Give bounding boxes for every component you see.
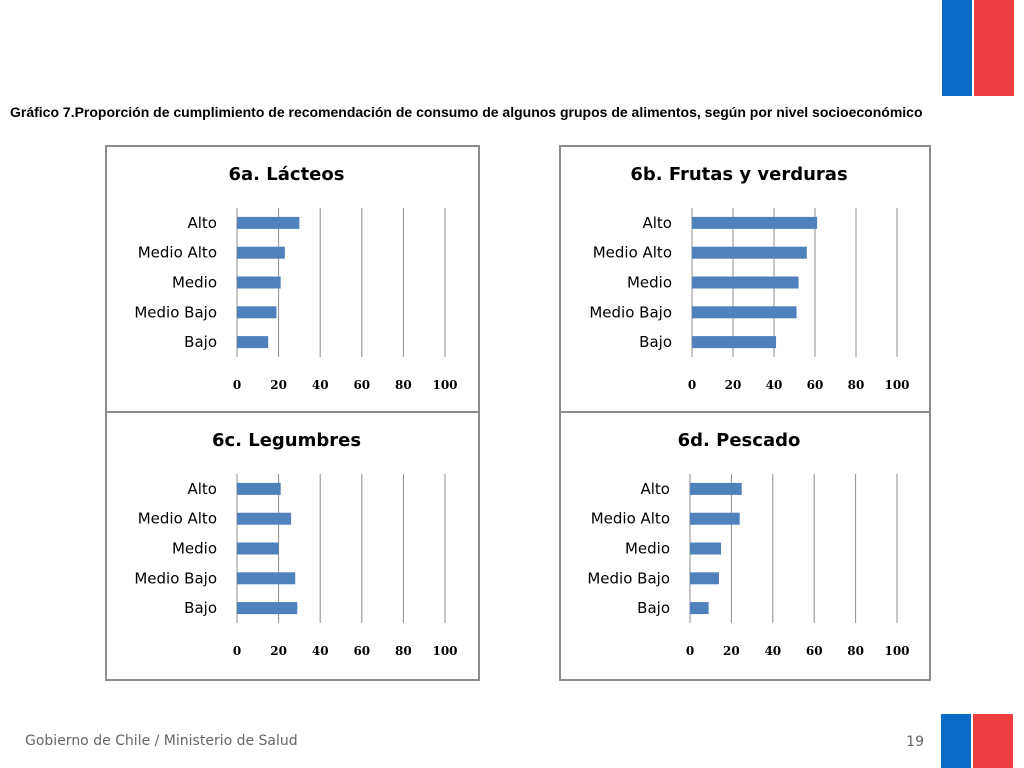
bar xyxy=(692,216,818,229)
bar xyxy=(237,246,285,259)
x-tick-label: 0 xyxy=(686,644,694,658)
chart-panel-4: 6d. Pescado 0 20 40 60 80 100 Alto Medio Alto Med… xyxy=(559,411,931,681)
bar xyxy=(237,602,298,615)
chart-title: 6a. Lácteos xyxy=(229,164,345,185)
x-tick-label: 40 xyxy=(312,378,329,392)
x-tick-label: 60 xyxy=(807,378,824,392)
bar xyxy=(237,306,277,319)
chile-flag-logo-top xyxy=(942,0,1014,96)
x-tick-label: 40 xyxy=(764,644,781,658)
x-tick-label: 0 xyxy=(688,378,696,392)
chart-panel-2: 6b. Frutas y verduras 0 20 40 60 80 100 Alto Med… xyxy=(559,145,931,413)
bar xyxy=(690,542,722,555)
category-label: Alto xyxy=(188,214,218,232)
x-tick-label: 100 xyxy=(432,644,457,658)
chart-frame xyxy=(105,145,480,413)
category-label: Medio Bajo xyxy=(587,569,670,587)
bar xyxy=(237,336,269,349)
x-tick-label: 40 xyxy=(312,644,329,658)
x-tick-label: 60 xyxy=(806,644,823,658)
bar xyxy=(237,482,281,495)
footer-text: Gobierno de Chile / Ministerio de Salud xyxy=(25,733,298,749)
category-label: Medio Alto xyxy=(138,510,217,528)
x-tick-label: 20 xyxy=(723,644,740,658)
x-tick-label: 80 xyxy=(848,378,865,392)
bar xyxy=(237,276,281,289)
category-label: Medio Alto xyxy=(593,244,672,262)
chart-panel-3: 6c. Legumbres 0 20 40 60 80 100 Alto Medio Alto M… xyxy=(105,411,480,681)
x-tick-label: 0 xyxy=(233,644,241,658)
category-label: Medio xyxy=(625,540,670,558)
bar xyxy=(690,482,742,495)
bar xyxy=(237,572,296,585)
bar xyxy=(237,542,279,555)
bar xyxy=(237,216,300,229)
x-tick-label: 60 xyxy=(353,644,370,658)
chart-title: 6d. Pescado xyxy=(678,430,801,451)
category-label: Medio xyxy=(172,540,217,558)
category-label: Bajo xyxy=(637,599,670,617)
category-label: Medio Bajo xyxy=(134,303,217,321)
x-tick-label: 20 xyxy=(270,378,287,392)
bar xyxy=(690,602,709,615)
category-label: Medio Alto xyxy=(591,510,670,528)
bar xyxy=(692,306,797,319)
x-tick-label: 0 xyxy=(233,378,241,392)
x-tick-label: 80 xyxy=(395,644,412,658)
category-label: Medio Bajo xyxy=(589,303,672,321)
page-title: Gráfico 7.Proporción de cumplimiento de … xyxy=(10,104,923,120)
bar xyxy=(690,512,740,525)
category-label: Bajo xyxy=(184,333,217,351)
bar xyxy=(692,276,799,289)
category-label: Medio xyxy=(627,274,672,292)
x-tick-label: 100 xyxy=(884,644,909,658)
x-tick-label: 20 xyxy=(270,644,287,658)
x-tick-label: 100 xyxy=(432,378,457,392)
category-label: Alto xyxy=(643,214,673,232)
x-tick-label: 80 xyxy=(847,644,864,658)
category-label: Alto xyxy=(188,480,218,498)
x-tick-label: 60 xyxy=(353,378,370,392)
category-label: Alto xyxy=(641,480,671,498)
x-tick-label: 40 xyxy=(766,378,783,392)
category-label: Medio Bajo xyxy=(134,569,217,587)
x-tick-label: 100 xyxy=(884,378,909,392)
chart-title: 6c. Legumbres xyxy=(212,430,361,451)
chart-frame xyxy=(105,411,480,681)
bar xyxy=(237,512,292,525)
chart-title: 6b. Frutas y verduras xyxy=(630,164,847,185)
category-label: Medio xyxy=(172,274,217,292)
bar xyxy=(690,572,719,585)
category-label: Bajo xyxy=(184,599,217,617)
x-tick-label: 80 xyxy=(395,378,412,392)
chart-frame xyxy=(559,411,931,681)
category-label: Bajo xyxy=(639,333,672,351)
bar xyxy=(692,246,807,259)
bar xyxy=(692,336,777,349)
x-tick-label: 20 xyxy=(725,378,742,392)
category-label: Medio Alto xyxy=(138,244,217,262)
chart-panel-1: 6a. Lácteos 0 20 40 60 80 100 Alto Medio Alto Med… xyxy=(105,145,480,413)
chile-flag-logo-bottom xyxy=(941,714,1013,768)
page-number: 19 xyxy=(906,734,924,750)
